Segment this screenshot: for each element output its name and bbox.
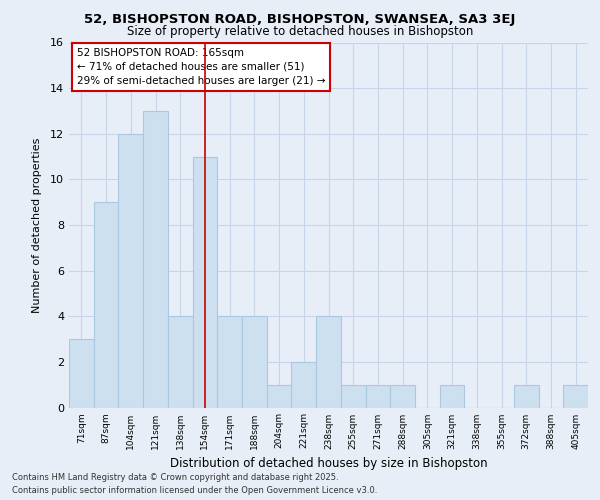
Text: 52, BISHOPSTON ROAD, BISHOPSTON, SWANSEA, SA3 3EJ: 52, BISHOPSTON ROAD, BISHOPSTON, SWANSEA… [85, 12, 515, 26]
Bar [341, 384, 365, 407]
Text: Contains public sector information licensed under the Open Government Licence v3: Contains public sector information licen… [12, 486, 377, 495]
X-axis label: Distribution of detached houses by size in Bishopston: Distribution of detached houses by size … [170, 457, 487, 470]
Bar [143, 111, 168, 408]
Bar [193, 156, 217, 408]
Bar [514, 384, 539, 407]
Bar [440, 384, 464, 407]
Bar [267, 384, 292, 407]
Text: Size of property relative to detached houses in Bishopston: Size of property relative to detached ho… [127, 25, 473, 38]
Bar [292, 362, 316, 408]
Bar [563, 384, 588, 407]
Text: 52 BISHOPSTON ROAD: 165sqm
← 71% of detached houses are smaller (51)
29% of semi: 52 BISHOPSTON ROAD: 165sqm ← 71% of deta… [77, 48, 325, 86]
Bar [118, 134, 143, 407]
Bar [94, 202, 118, 408]
Bar [365, 384, 390, 407]
Bar [217, 316, 242, 408]
Y-axis label: Number of detached properties: Number of detached properties [32, 138, 41, 312]
Bar [168, 316, 193, 408]
Bar [69, 339, 94, 407]
Bar [316, 316, 341, 408]
Bar [390, 384, 415, 407]
Bar [242, 316, 267, 408]
Text: Contains HM Land Registry data © Crown copyright and database right 2025.: Contains HM Land Registry data © Crown c… [12, 474, 338, 482]
